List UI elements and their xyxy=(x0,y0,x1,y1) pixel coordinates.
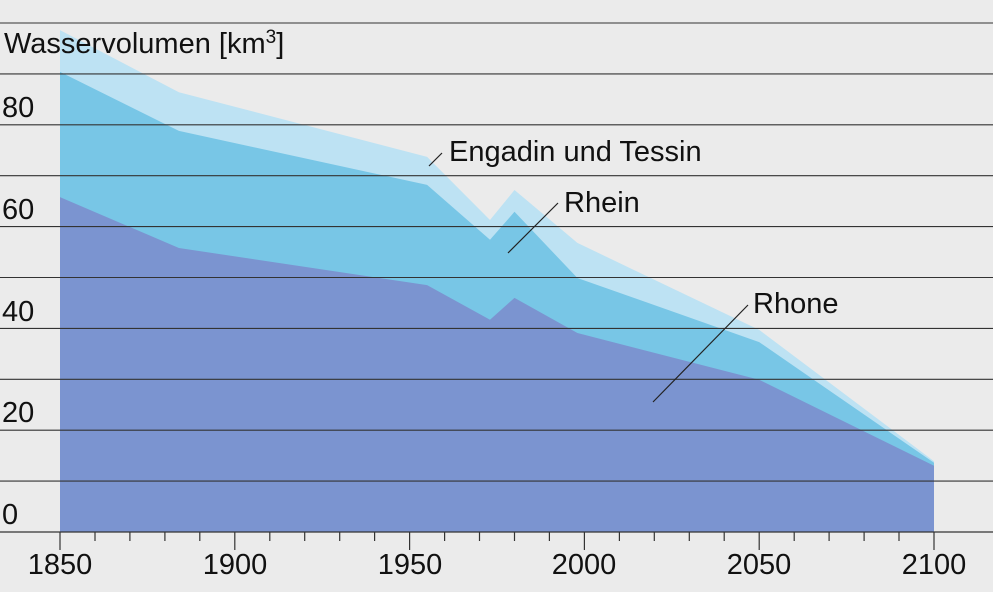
y-tick-20: 20 xyxy=(2,397,35,429)
area-rhone xyxy=(60,197,934,532)
gridlines xyxy=(0,22,993,533)
y-axis-title: Wasservolumen [km3] xyxy=(4,27,285,60)
y-tick-60: 60 xyxy=(2,194,35,226)
x-tick-2000: 2000 xyxy=(551,549,617,581)
x-tick-1950: 1950 xyxy=(377,549,443,581)
label-rhein: Rhein xyxy=(564,187,640,219)
x-tick-2100: 2100 xyxy=(901,549,967,581)
x-tick-1850: 1850 xyxy=(27,549,93,581)
leader-line-rhein xyxy=(507,202,559,254)
y-tick-40: 40 xyxy=(2,296,35,328)
label-engadin-und-tessin: Engadin und Tessin xyxy=(449,136,702,168)
leader-line-rhone xyxy=(652,304,749,403)
area-layers xyxy=(60,30,934,533)
x-tick-2050: 2050 xyxy=(726,549,792,581)
leader-line-engadin-und-tessin xyxy=(428,152,443,167)
y-tick-0: 0 xyxy=(2,499,19,531)
y-tick-80: 80 xyxy=(2,92,35,124)
label-rhone: Rhone xyxy=(753,288,839,320)
x-tick-1900: 1900 xyxy=(202,549,268,581)
annotation-leader-lines xyxy=(428,152,749,403)
x-axis xyxy=(59,532,935,550)
